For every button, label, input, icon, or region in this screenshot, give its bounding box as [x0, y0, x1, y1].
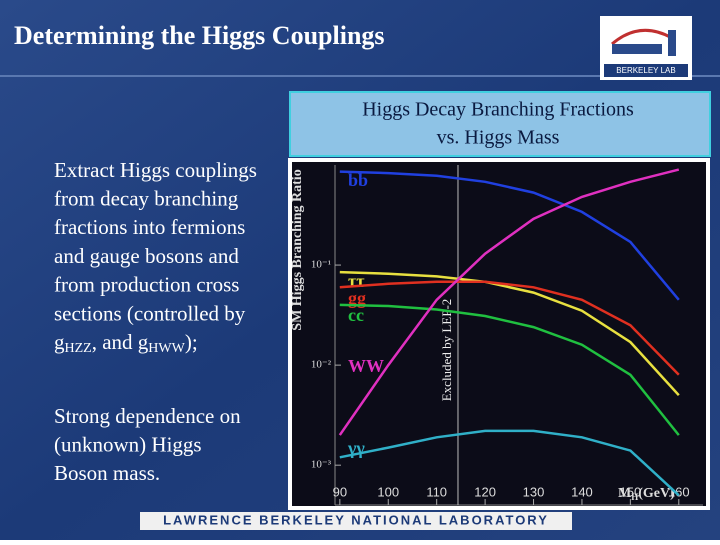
plot: 10⁻¹ 10⁻² 10⁻³ 90 100 110 120 130 140 150 160 SM Hi… — [290, 165, 703, 506]
series-line — [339, 303, 680, 436]
x-tick-label: 150 — [620, 484, 642, 499]
caption-line: vs. Higgs Mass — [437, 127, 560, 149]
y-tick-label: 10⁻¹ — [311, 259, 331, 271]
body-line: and gauge bosons and — [54, 244, 239, 268]
slide-title: Determining the Higgs Couplings — [14, 21, 385, 50]
logo-band — [604, 64, 688, 77]
x-tick-label: 120 — [474, 484, 496, 499]
footer-text: LAWRENCE BERKELEY NATIONAL LABORATORY — [163, 512, 549, 527]
body-line: Strong dependence on — [54, 404, 241, 428]
series-line — [339, 270, 680, 397]
series-label: cc — [348, 305, 364, 325]
body-line: fractions into fermions — [54, 215, 245, 239]
series-line — [339, 170, 680, 301]
body-line: from production cross — [54, 273, 239, 297]
plot-background — [292, 162, 706, 506]
y-tick-label: 10⁻³ — [311, 459, 332, 471]
subscript: HWW — [148, 341, 185, 356]
logo: BERKELEY LAB — [600, 16, 692, 80]
exclusion-label: Excluded by LEP-2 — [439, 299, 454, 402]
series-label: gg — [348, 288, 366, 308]
y-axis-label: SM Higgs Branching Ratio — [290, 169, 305, 330]
body-line: (unknown) Higgs — [54, 433, 202, 457]
body-line: from decay branching — [54, 187, 239, 211]
x-label-sub: H — [631, 492, 638, 502]
x-label-unit: (GeV) — [638, 486, 675, 501]
body-line: sections (controlled by — [54, 301, 246, 325]
subscript: HZZ — [65, 341, 92, 356]
series-line — [338, 168, 680, 436]
series-label: bb — [348, 170, 368, 190]
caption-line: Higgs Decay Branching Fractions — [362, 99, 634, 121]
series-label: γγ — [347, 438, 365, 458]
x-axis-label: MH(GeV) — [618, 486, 675, 502]
logo-tower — [668, 30, 676, 56]
text-run: ); — [185, 330, 198, 354]
series-line — [339, 280, 680, 376]
x-tick-label: 90 — [333, 484, 347, 499]
x-tick-label: 160 — [668, 484, 690, 499]
text-run: , and g — [92, 330, 149, 354]
x-label-main: M — [618, 486, 631, 501]
logo-text: BERKELEY LAB — [616, 66, 675, 75]
logo-building — [612, 44, 662, 54]
logo-arc — [611, 28, 673, 46]
y-tick-label: 10⁻² — [311, 359, 332, 371]
body-line: Extract Higgs couplings — [54, 158, 257, 182]
x-tick-label: 100 — [377, 484, 399, 499]
text-run: g — [54, 330, 65, 354]
series-line — [339, 429, 680, 497]
x-tick-label: 140 — [571, 484, 593, 499]
body-line: Boson mass. — [54, 461, 160, 485]
body-line: gHZZ, and gHWW); — [54, 330, 198, 356]
footer-box — [140, 512, 572, 530]
x-tick-label: 110 — [426, 484, 447, 499]
series-label: WW — [348, 356, 384, 376]
caption-box — [289, 91, 711, 157]
x-tick-label: 130 — [523, 484, 545, 499]
